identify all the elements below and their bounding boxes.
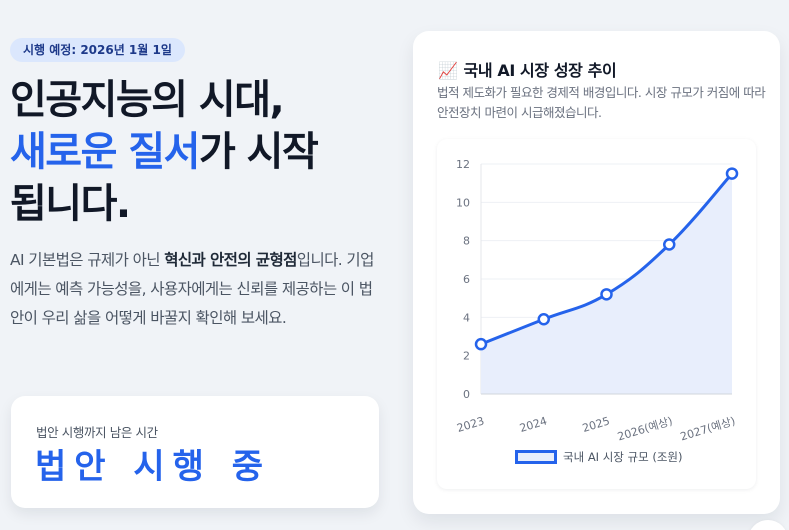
area-fill: [481, 173, 732, 394]
hero-headline: 인공지능의 시대, 새로운 질서가 시작 됩니다.: [10, 74, 319, 230]
legend-label: 국내 AI 시장 규모 (조원): [563, 450, 683, 464]
svg-text:2025: 2025: [581, 414, 612, 435]
data-point[interactable]: [663, 238, 676, 251]
chart-card-title: 📈 국내 AI 시장 성장 추이: [438, 57, 617, 81]
market-growth-card: 📈 국내 AI 시장 성장 추이 법적 제도화가 필요한 경제적 배경입니다. 시…: [413, 31, 780, 514]
data-point[interactable]: [474, 337, 488, 351]
svg-text:12: 12: [456, 158, 470, 171]
svg-text:2026(예상): 2026(예상): [616, 414, 674, 443]
legend-swatch: [515, 450, 557, 464]
headline-line-3: 됩니다.: [10, 181, 131, 227]
svg-text:2023: 2023: [455, 414, 486, 435]
description-bold: 혁신과 안전의 균형점: [164, 251, 297, 269]
chart-card-subtitle: 법적 제도화가 필요한 경제적 배경입니다. 시장 규모가 커짐에 따라 안전장…: [437, 85, 766, 120]
svg-text:0: 0: [463, 388, 470, 401]
line-chart: 0 2 4 6 8 10 12 2023 2024 2025 2026(예상) 2027(예상) 국내…: [437, 139, 756, 489]
effective-date-badge: 시행 예정: 2026년 1월 1일: [10, 38, 185, 62]
data-point[interactable]: [725, 167, 739, 180]
headline-line-2: 새로운 질서가 시작: [10, 126, 319, 178]
svg-text:4: 4: [463, 311, 470, 324]
svg-text:2027(예상): 2027(예상): [679, 414, 737, 443]
line-chart-canvas: 0 2 4 6 8 10 12 2023 2024 2025 2026(예상) 2027(예상): [455, 158, 739, 443]
chart-increasing-icon: 📈: [438, 61, 458, 80]
countdown-value: 법안 시행 중: [35, 447, 272, 487]
countdown-card: 법안 시행까지 남은 시간 법안 시행 중: [11, 396, 379, 508]
hero-description: AI 기본법은 규제가 아닌 혁신과 안전의 균형점입니다. 기업에게는 예측 …: [10, 246, 380, 333]
data-point[interactable]: [537, 313, 550, 326]
headline-accent: 새로운 질서: [10, 129, 200, 175]
headline-line-2-rest: 가 시작: [198, 129, 319, 175]
description-part-2: 입니다. 기업에게는 예측 가능성을, 사용자에게는 신뢰를 제공하는 이 법안…: [10, 251, 374, 327]
headline-line-1: 인공지능의 시대,: [10, 77, 285, 123]
floating-button[interactable]: [748, 520, 788, 530]
svg-text:10: 10: [456, 196, 470, 209]
chart-legend[interactable]: 국내 AI 시장 규모 (조원): [515, 449, 683, 465]
chart-title-text: 국내 AI 시장 성장 추이: [463, 61, 617, 80]
svg-text:2024: 2024: [518, 414, 549, 435]
data-point[interactable]: [600, 288, 613, 301]
svg-text:8: 8: [463, 235, 470, 248]
svg-text:2: 2: [463, 350, 470, 363]
countdown-label: 법안 시행까지 남은 시간: [36, 425, 158, 440]
svg-text:6: 6: [463, 273, 470, 286]
description-part-1: AI 기본법은 규제가 아닌: [10, 251, 165, 269]
